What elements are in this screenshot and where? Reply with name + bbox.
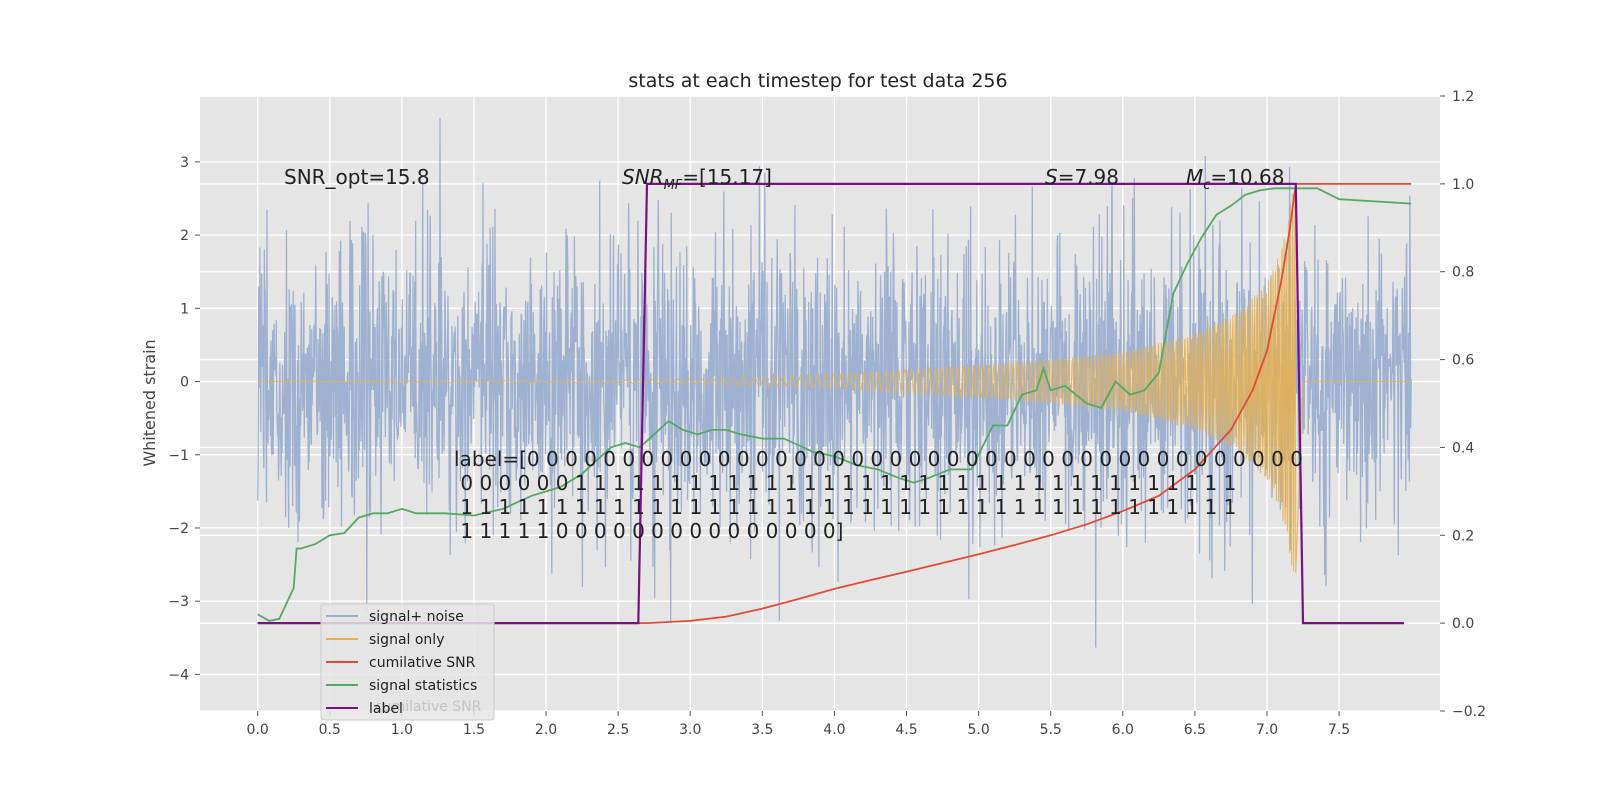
- legend-label-signal-statistics: signal statistics: [369, 678, 477, 694]
- mc-subscript: c: [1203, 178, 1210, 193]
- y-left-tick-label-6: 2: [180, 228, 189, 244]
- label-array-line-4: 1 1 1 1 1 0 0 0 0 0 0 0 0 0 0 0 0 0 0 0]: [454, 519, 843, 543]
- x-tick-label-7: 3.5: [751, 722, 773, 738]
- y-left-tick-label-4: 0: [180, 375, 189, 391]
- mc-annotation: Mc=10.68: [1186, 165, 1284, 193]
- x-tick-label-11: 5.5: [1040, 722, 1062, 738]
- y-right-tick-label-0: −0.2: [1452, 704, 1486, 720]
- x-tick-label-8: 4.0: [823, 722, 845, 738]
- x-axis: 0.0 0.5 1.0 1.5 2.0 2.5 3.0 3.5 4.0 4.5 5.0 5.5 6.0 6…: [247, 711, 1350, 738]
- legend: cumilative SNR signal+ noise signal only…: [320, 603, 495, 721]
- y-axis-right: −0.2 0.0 0.2 0.4 0.6 0.8 1.0 1.2: [1440, 89, 1486, 720]
- y-right-tick-label-5: 0.8: [1452, 265, 1474, 281]
- annotations: SNR_opt=15.8 SNRMF=[15.17] S=7.98 Mc=10.…: [284, 165, 1303, 543]
- x-tick-label-6: 3.0: [679, 722, 701, 738]
- snr-opt-annotation: SNR_opt=15.8: [284, 165, 430, 189]
- x-tick-label-12: 6.0: [1112, 722, 1134, 738]
- x-tick-label-3: 1.5: [463, 722, 485, 738]
- y-right-tick-label-7: 1.2: [1452, 89, 1474, 105]
- snr-mf-annotation: SNRMF=[15.17]: [622, 165, 772, 193]
- s-annotation: S=7.98: [1045, 165, 1119, 189]
- label-array-line-1: label=[0 0 0 0 0 0 0 0 0 0 0 0 0 0 0 0 0…: [454, 447, 1303, 471]
- legend-ghost-text: cumilative SNR: [375, 699, 482, 715]
- y-axis-left: −4 −3 −2 −1 0 1 2 3: [168, 155, 200, 683]
- snr-mf-subscript: MF: [664, 178, 683, 193]
- x-tick-label-1: 0.5: [319, 722, 341, 738]
- y-left-tick-label-1: −3: [168, 594, 189, 610]
- snr-mf-symbol: SNR: [622, 165, 664, 189]
- legend-label-signal-only: signal only: [369, 632, 444, 648]
- y-axis-label: Whitened strain: [140, 339, 159, 466]
- x-tick-label-9: 4.5: [895, 722, 917, 738]
- x-tick-label-13: 6.5: [1184, 722, 1206, 738]
- y-left-tick-label-3: −1: [168, 448, 189, 464]
- y-right-tick-label-6: 1.0: [1452, 177, 1474, 193]
- x-tick-label-15: 7.5: [1328, 722, 1350, 738]
- label-array-line-2: 0 0 0 0 0 0 1 1 1 1 1 1 1 1 1 1 1 1 1 1 …: [454, 471, 1236, 495]
- series-group: [257, 117, 1412, 648]
- y-right-tick-label-1: 0.0: [1452, 616, 1474, 632]
- label-array-line-3: 1 1 1 1 1 1 1 1 1 1 1 1 1 1 1 1 1 1 1 1 …: [454, 495, 1236, 519]
- x-tick-label-2: 1.0: [391, 722, 413, 738]
- y-left-tick-label-0: −4: [168, 667, 189, 683]
- x-tick-label-14: 7.0: [1256, 722, 1278, 738]
- snr-mf-value: =[15.17]: [682, 165, 772, 189]
- legend-label-cumulative-snr: cumilative SNR: [369, 655, 476, 671]
- s-symbol: S: [1045, 165, 1058, 189]
- mc-symbol: M: [1186, 165, 1203, 189]
- mc-value: =10.68: [1210, 165, 1284, 189]
- x-tick-label-0: 0.0: [247, 722, 269, 738]
- y-right-tick-label-3: 0.4: [1452, 440, 1474, 456]
- x-tick-label-4: 2.0: [535, 722, 557, 738]
- chart-title: stats at each timestep for test data 256: [628, 70, 1007, 92]
- y-left-tick-label-7: 3: [180, 155, 189, 171]
- series-cumulative-snr: [257, 183, 1412, 624]
- legend-box: [320, 603, 495, 721]
- series-signal-only: [257, 190, 1412, 573]
- x-tick-label-5: 2.5: [607, 722, 629, 738]
- series-signal-noise: [257, 117, 1412, 648]
- legend-label-signal-noise: signal+ noise: [369, 609, 464, 625]
- series-signal-statistics: [257, 187, 1412, 622]
- label-array-annotation: label=[0 0 0 0 0 0 0 0 0 0 0 0 0 0 0 0 0…: [454, 447, 1303, 543]
- x-tick-label-10: 5.0: [967, 722, 989, 738]
- y-right-tick-label-4: 0.6: [1452, 353, 1474, 369]
- series-label: [257, 182, 1404, 625]
- s-value: =7.98: [1058, 165, 1119, 189]
- y-right-tick-label-2: 0.2: [1452, 528, 1474, 544]
- legend-label-label: label: [369, 701, 403, 717]
- y-left-tick-label-5: 1: [180, 301, 189, 317]
- y-left-tick-label-2: −2: [168, 521, 189, 537]
